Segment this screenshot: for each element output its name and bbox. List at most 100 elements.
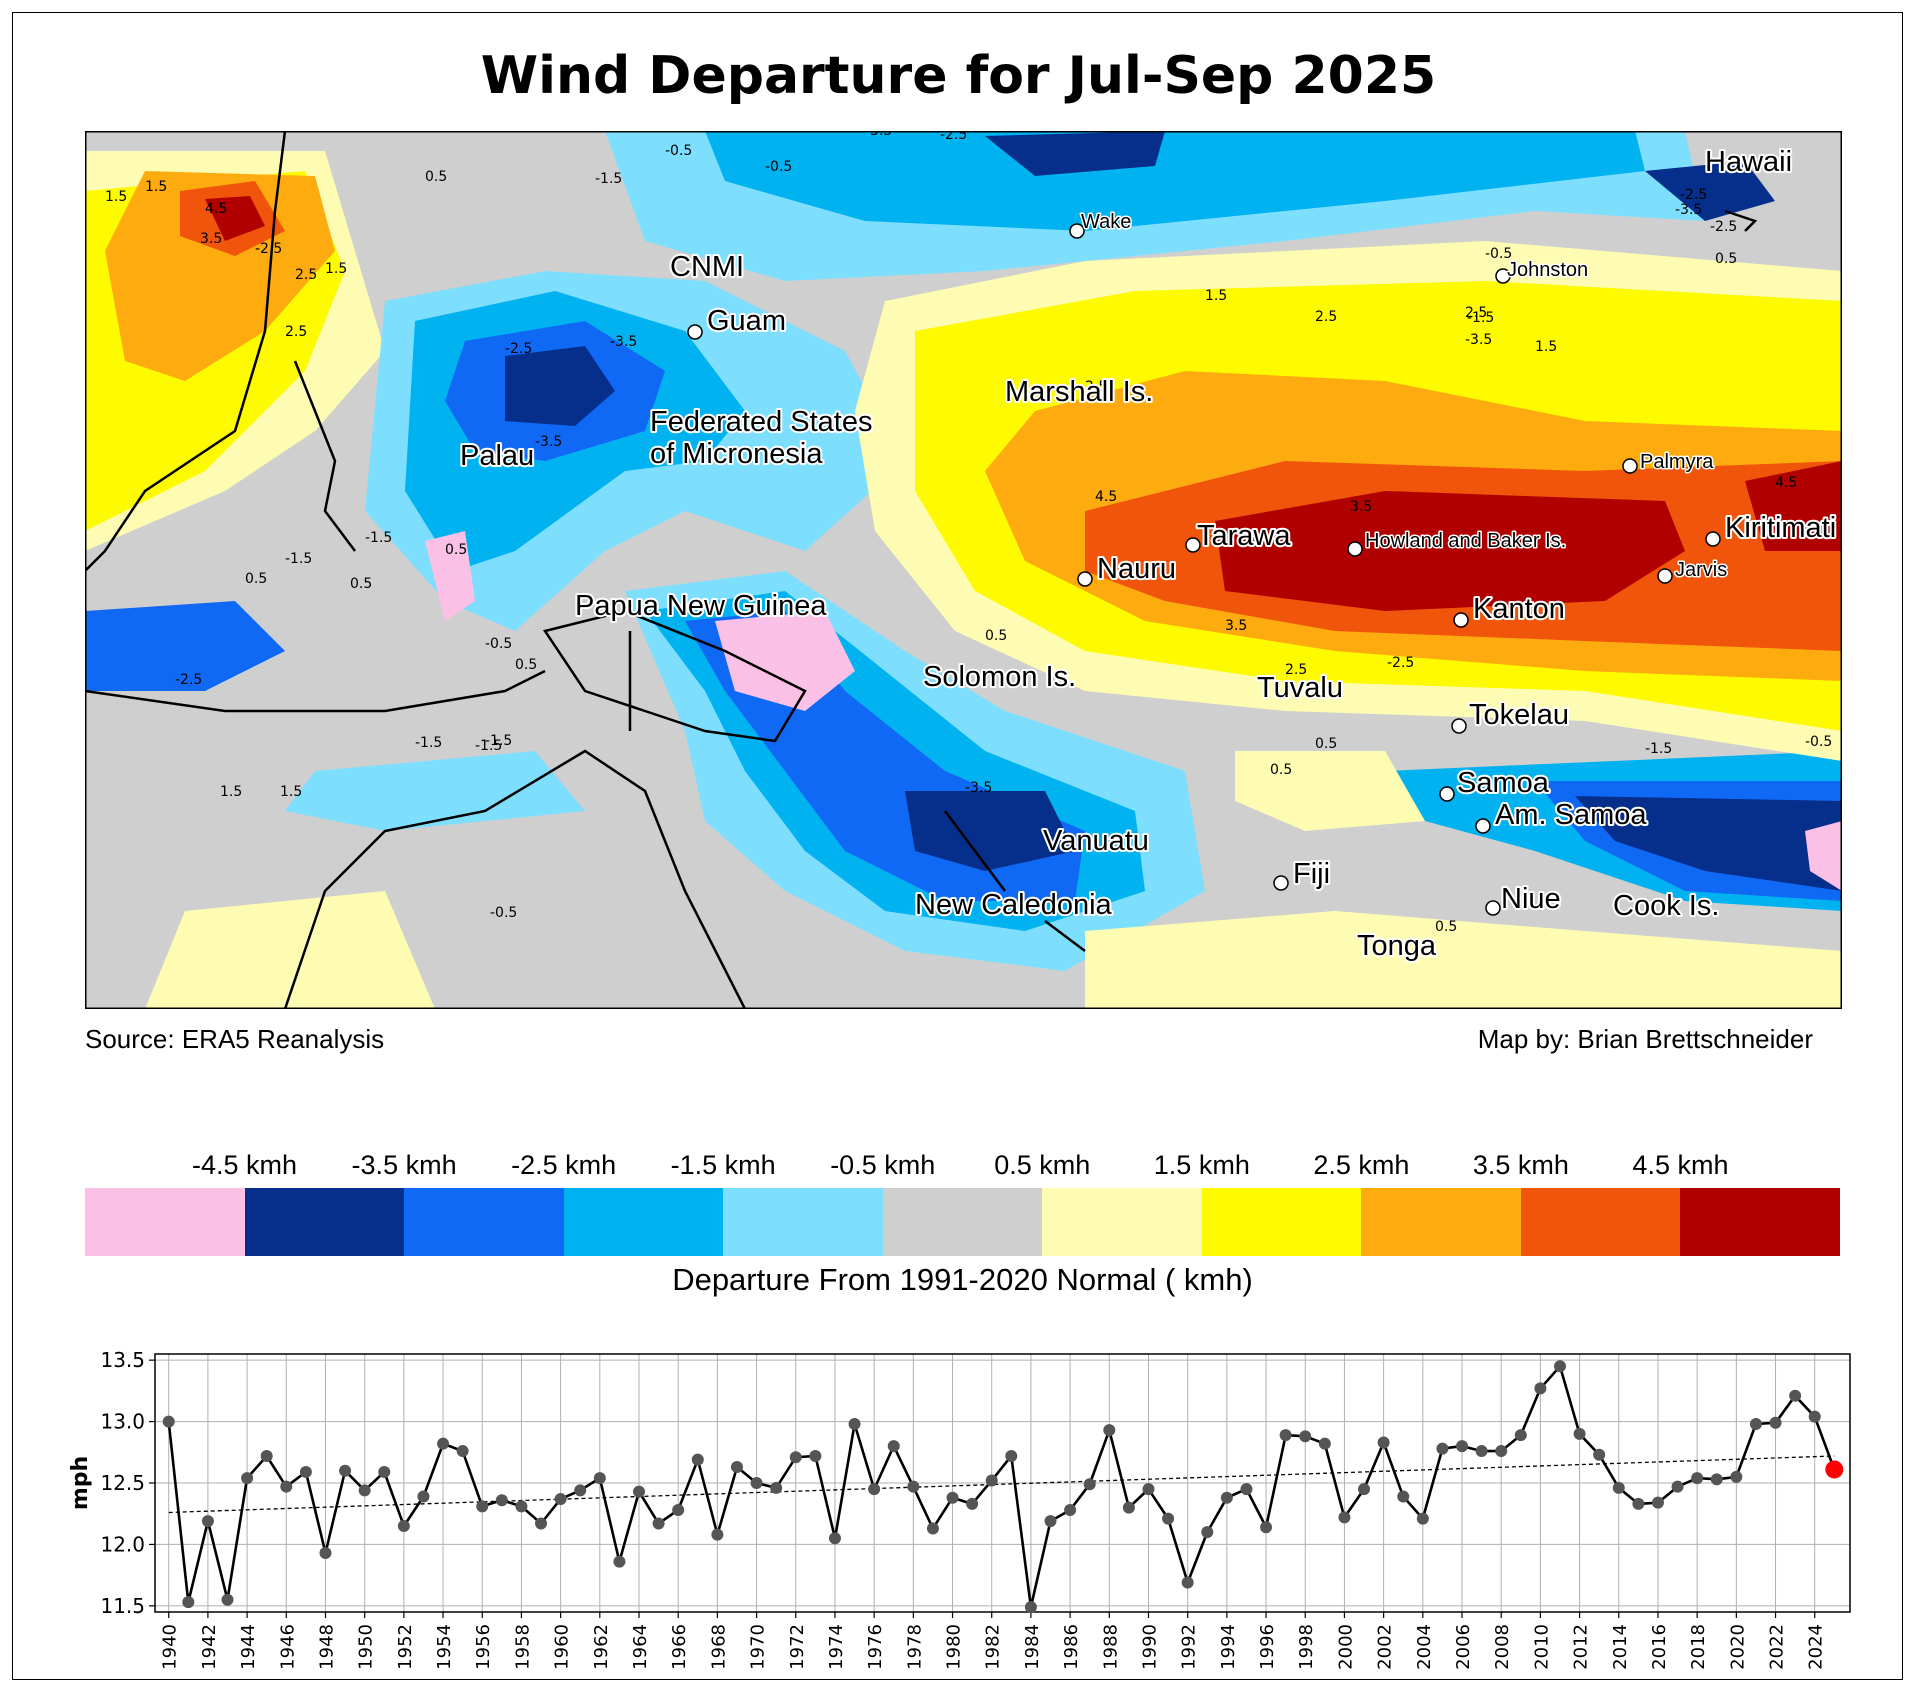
data-point [201,1515,214,1528]
colorbar-swatch [1680,1188,1841,1256]
timeseries-axes: 11.5 12.0 12.5 13.0 13.5 1940 1942 1944 1946 1948… [68,1348,1851,1670]
data-point [397,1520,410,1532]
southeast-pink [1805,821,1842,891]
contour-label: -2.5 [940,131,967,143]
colorbar-swatch [1042,1188,1202,1256]
data-point [1064,1504,1077,1517]
contour-label: 2.5 [1465,305,1487,321]
contour-label: -1.5 [415,735,442,751]
place-label: Howland and Baker Is. [1365,530,1566,552]
southern-yellow-band [1085,911,1842,1009]
hawaii-dark-blue [1645,161,1775,221]
x-tick-label: 1962 [591,1624,612,1670]
place-labels: Hawaii Wake Johnston CNMI Guam Marshall Is. Fe… [458,144,1838,964]
contour-label: 1.5 [220,784,242,800]
colorbar-tick-label: 1.5 kmh [1153,1150,1250,1180]
data-point [789,1451,802,1464]
contour-label: 4.5 [205,201,227,217]
contour-label: 3.5 [1350,499,1372,515]
x-tick-label: 1984 [1022,1624,1043,1670]
data-point [182,1596,195,1609]
colorbar-tick-label: 3.5 kmh [1472,1150,1569,1180]
contour-label: 0.5 [350,576,372,592]
colorbar-tick-label: 2.5 kmh [1313,1150,1410,1180]
contour-label: 1.5 [145,179,167,195]
data-point [1338,1511,1351,1524]
place-label: Kiritimati [1725,512,1836,544]
contour-label: -1.5 [485,733,512,749]
x-tick-label: 1942 [199,1624,220,1670]
kiritimati-dark-red [1745,461,1842,551]
x-tick-label: 1966 [669,1624,690,1670]
x-tick-label: 1940 [160,1624,181,1670]
x-tick-label: 1954 [434,1624,455,1670]
place-marker [1453,612,1469,628]
place-label: Wake [1081,211,1131,233]
colorbar-tick-label: -1.5 kmh [670,1150,776,1180]
south-yellow-patch [1235,751,1425,831]
contour-label: 0.5 [245,571,267,587]
plot-frame [154,1353,1851,1613]
australia-yellow [145,891,435,1009]
data-point [1573,1427,1586,1440]
place-label: Jarvis [1675,559,1727,581]
x-tick-label: 2024 [1806,1624,1827,1670]
hawaii-coastline [1724,209,1758,232]
colorbar-swatch [1201,1188,1362,1256]
data-point [1181,1576,1194,1589]
y-tick-label: 13.5 [100,1348,145,1372]
data-point [417,1490,430,1503]
place-label: Cook Is. [1613,890,1719,922]
data-point [1769,1416,1782,1429]
data-point [260,1449,273,1462]
x-tick-label: 1976 [865,1624,886,1670]
place-marker [1069,223,1085,239]
data-point [1416,1512,1429,1525]
place-marker [1273,875,1289,891]
data-point [535,1517,548,1530]
x-tick-label: 1946 [277,1624,298,1670]
y-tick-label: 11.5 [100,1594,145,1618]
data-point [1201,1526,1214,1539]
data-point [241,1472,254,1485]
place-label: Nauru [1097,553,1176,585]
figure-title: Wind Departure for Jul-Sep 2025 [480,46,1437,106]
place-label: Palmyra [1640,451,1714,473]
place-marker [1495,268,1511,284]
data-point [1318,1437,1331,1450]
contour-labels: -2.5 -3.5 -2.5 -0.5 -1.5 -0.5 4.5 3.5 1.5 1.5 2.5 1… [105,131,1832,935]
data-point [946,1491,959,1504]
x-tick-label: 1968 [708,1624,729,1670]
data-point [652,1517,665,1530]
contour-label: 1.5 [325,261,347,277]
trend-line [168,1455,1835,1514]
colorbar-tick-label: -2.5 kmh [511,1150,617,1180]
colorbar-swatch [723,1188,883,1256]
x-tick-label: 2016 [1649,1624,1670,1670]
x-tick-label: 2020 [1727,1624,1748,1670]
place-label: New Caledonia [915,889,1113,921]
place-label: Am. Samoa [1495,799,1647,831]
contour-label: -0.5 [1485,246,1512,262]
data-point [985,1474,998,1487]
contour-label: -0.5 [490,905,517,921]
x-tick-label: 1974 [826,1624,847,1670]
contour-label: 3.5 [1225,618,1247,634]
data-point [1730,1470,1743,1483]
contour-label: -3.5 [965,780,992,796]
png-pink [715,611,855,711]
x-tick-label: 2004 [1414,1624,1435,1670]
place-label: Kanton [1473,593,1565,625]
data-point [437,1437,450,1450]
contour-label: -2.5 [255,241,282,257]
contour-label: 3.5 [200,231,222,247]
place-label: Tarawa [1197,520,1291,552]
data-point [691,1453,704,1466]
data-point [495,1494,508,1507]
contour-label: 1.5 [1205,288,1227,304]
place-label: Samoa [1457,767,1550,799]
data-point [1005,1449,1018,1462]
x-tick-label: 1970 [748,1624,769,1670]
contour-label: -0.5 [665,143,692,159]
data-point [711,1528,724,1541]
